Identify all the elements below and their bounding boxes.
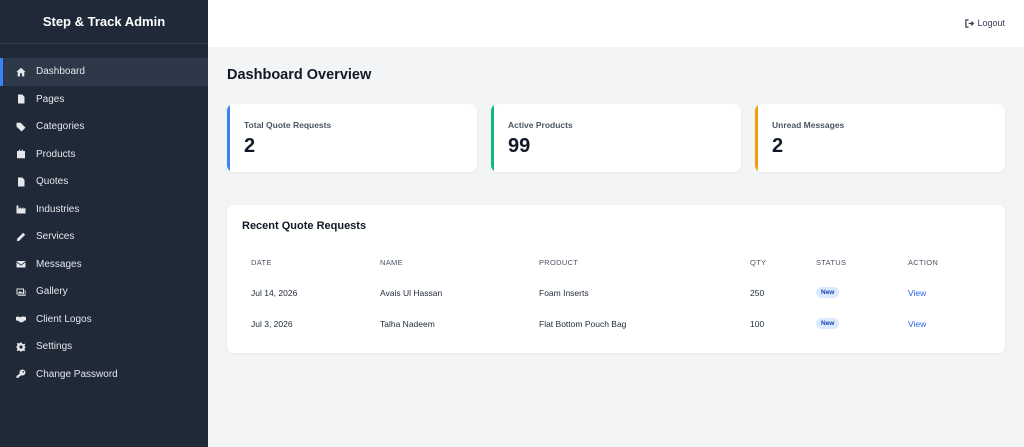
brand-title: Step & Track Admin: [0, 0, 208, 44]
column-header-product: PRODUCT: [539, 258, 579, 267]
sidebar-item-quotes[interactable]: Quotes: [0, 168, 208, 196]
sidebar-item-products[interactable]: Products: [0, 141, 208, 169]
status-badge: New: [816, 287, 840, 298]
file-icon: [14, 92, 28, 106]
industry-icon: [14, 202, 28, 216]
sidebar: Step & Track Admin Dashboard Pages Categ…: [0, 0, 208, 447]
tags-icon: [14, 120, 28, 134]
sidebar-item-label: Gallery: [36, 286, 68, 298]
column-header-name: NAME: [380, 258, 403, 267]
sidebar-item-label: Products: [36, 148, 76, 160]
cell-qty: 100: [750, 319, 765, 329]
stat-label: Unread Messages: [772, 120, 845, 130]
cell-name: Avais Ul Hassan: [380, 288, 443, 298]
cell-product: Flat Bottom Pouch Bag: [539, 319, 627, 329]
sidebar-item-client-logos[interactable]: Client Logos: [0, 306, 208, 334]
sidebar-item-label: Client Logos: [36, 313, 92, 325]
sidebar-item-change-password[interactable]: Change Password: [0, 361, 208, 389]
sidebar-item-industries[interactable]: Industries: [0, 196, 208, 224]
view-link[interactable]: View: [908, 319, 927, 329]
stat-label: Total Quote Requests: [244, 120, 332, 130]
stat-card-accent: [491, 104, 494, 172]
logout-icon: [965, 18, 975, 28]
sidebar-item-pages[interactable]: Pages: [0, 86, 208, 114]
cell-name: Talha Nadeem: [380, 319, 435, 329]
sidebar-item-label: Categories: [36, 121, 85, 133]
sidebar-item-settings[interactable]: Settings: [0, 333, 208, 361]
logout-button[interactable]: Logout: [965, 18, 1005, 28]
handshake-icon: [14, 312, 28, 326]
sidebar-item-label: Change Password: [36, 368, 118, 380]
sidebar-item-messages[interactable]: Messages: [0, 251, 208, 279]
images-icon: [14, 285, 28, 299]
key-icon: [14, 367, 28, 381]
sidebar-item-label: Industries: [36, 203, 80, 215]
home-icon: [14, 65, 28, 79]
logout-label: Logout: [977, 18, 1005, 28]
topbar: Logout: [208, 0, 1024, 47]
cell-date: Jul 3, 2026: [251, 319, 293, 329]
sidebar-item-label: Dashboard: [36, 66, 85, 78]
page-title: Dashboard Overview: [227, 67, 372, 83]
gear-icon: [14, 340, 28, 354]
sidebar-item-gallery[interactable]: Gallery: [0, 278, 208, 306]
view-link[interactable]: View: [908, 288, 927, 298]
stat-card-unread-messages: Unread Messages 2: [755, 104, 1005, 172]
stat-card-accent: [755, 104, 758, 172]
sidebar-item-label: Pages: [36, 93, 65, 105]
sidebar-nav: Dashboard Pages Categories Products Quot…: [0, 58, 208, 388]
document-icon: [14, 175, 28, 189]
cell-product: Foam Inserts: [539, 288, 589, 298]
box-icon: [14, 147, 28, 161]
sidebar-item-categories[interactable]: Categories: [0, 113, 208, 141]
cell-qty: 250: [750, 288, 765, 298]
sidebar-item-services[interactable]: Services: [0, 223, 208, 251]
stat-card-active-products: Active Products 99: [491, 104, 741, 172]
column-header-qty: QTY: [750, 258, 767, 267]
sidebar-item-label: Quotes: [36, 176, 69, 188]
stat-value: 99: [508, 135, 531, 157]
sidebar-item-dashboard[interactable]: Dashboard: [0, 58, 208, 86]
panel-title: Recent Quote Requests: [242, 220, 367, 232]
envelope-icon: [14, 257, 28, 271]
status-badge: New: [816, 318, 840, 329]
pencil-icon: [14, 230, 28, 244]
column-header-date: DATE: [251, 258, 272, 267]
column-header-status: STATUS: [816, 258, 847, 267]
column-header-action: ACTION: [908, 258, 939, 267]
stat-label: Active Products: [508, 120, 573, 130]
sidebar-item-label: Messages: [36, 258, 82, 270]
sidebar-item-label: Services: [36, 231, 75, 243]
stat-value: 2: [772, 135, 784, 157]
stat-value: 2: [244, 135, 256, 157]
stat-card-total-quotes: Total Quote Requests 2: [227, 104, 477, 172]
sidebar-item-label: Settings: [36, 341, 73, 353]
stat-card-accent: [227, 104, 230, 172]
recent-quotes-panel: Recent Quote Requests DATE NAME PRODUCT …: [227, 205, 1005, 353]
cell-date: Jul 14, 2026: [251, 288, 298, 298]
